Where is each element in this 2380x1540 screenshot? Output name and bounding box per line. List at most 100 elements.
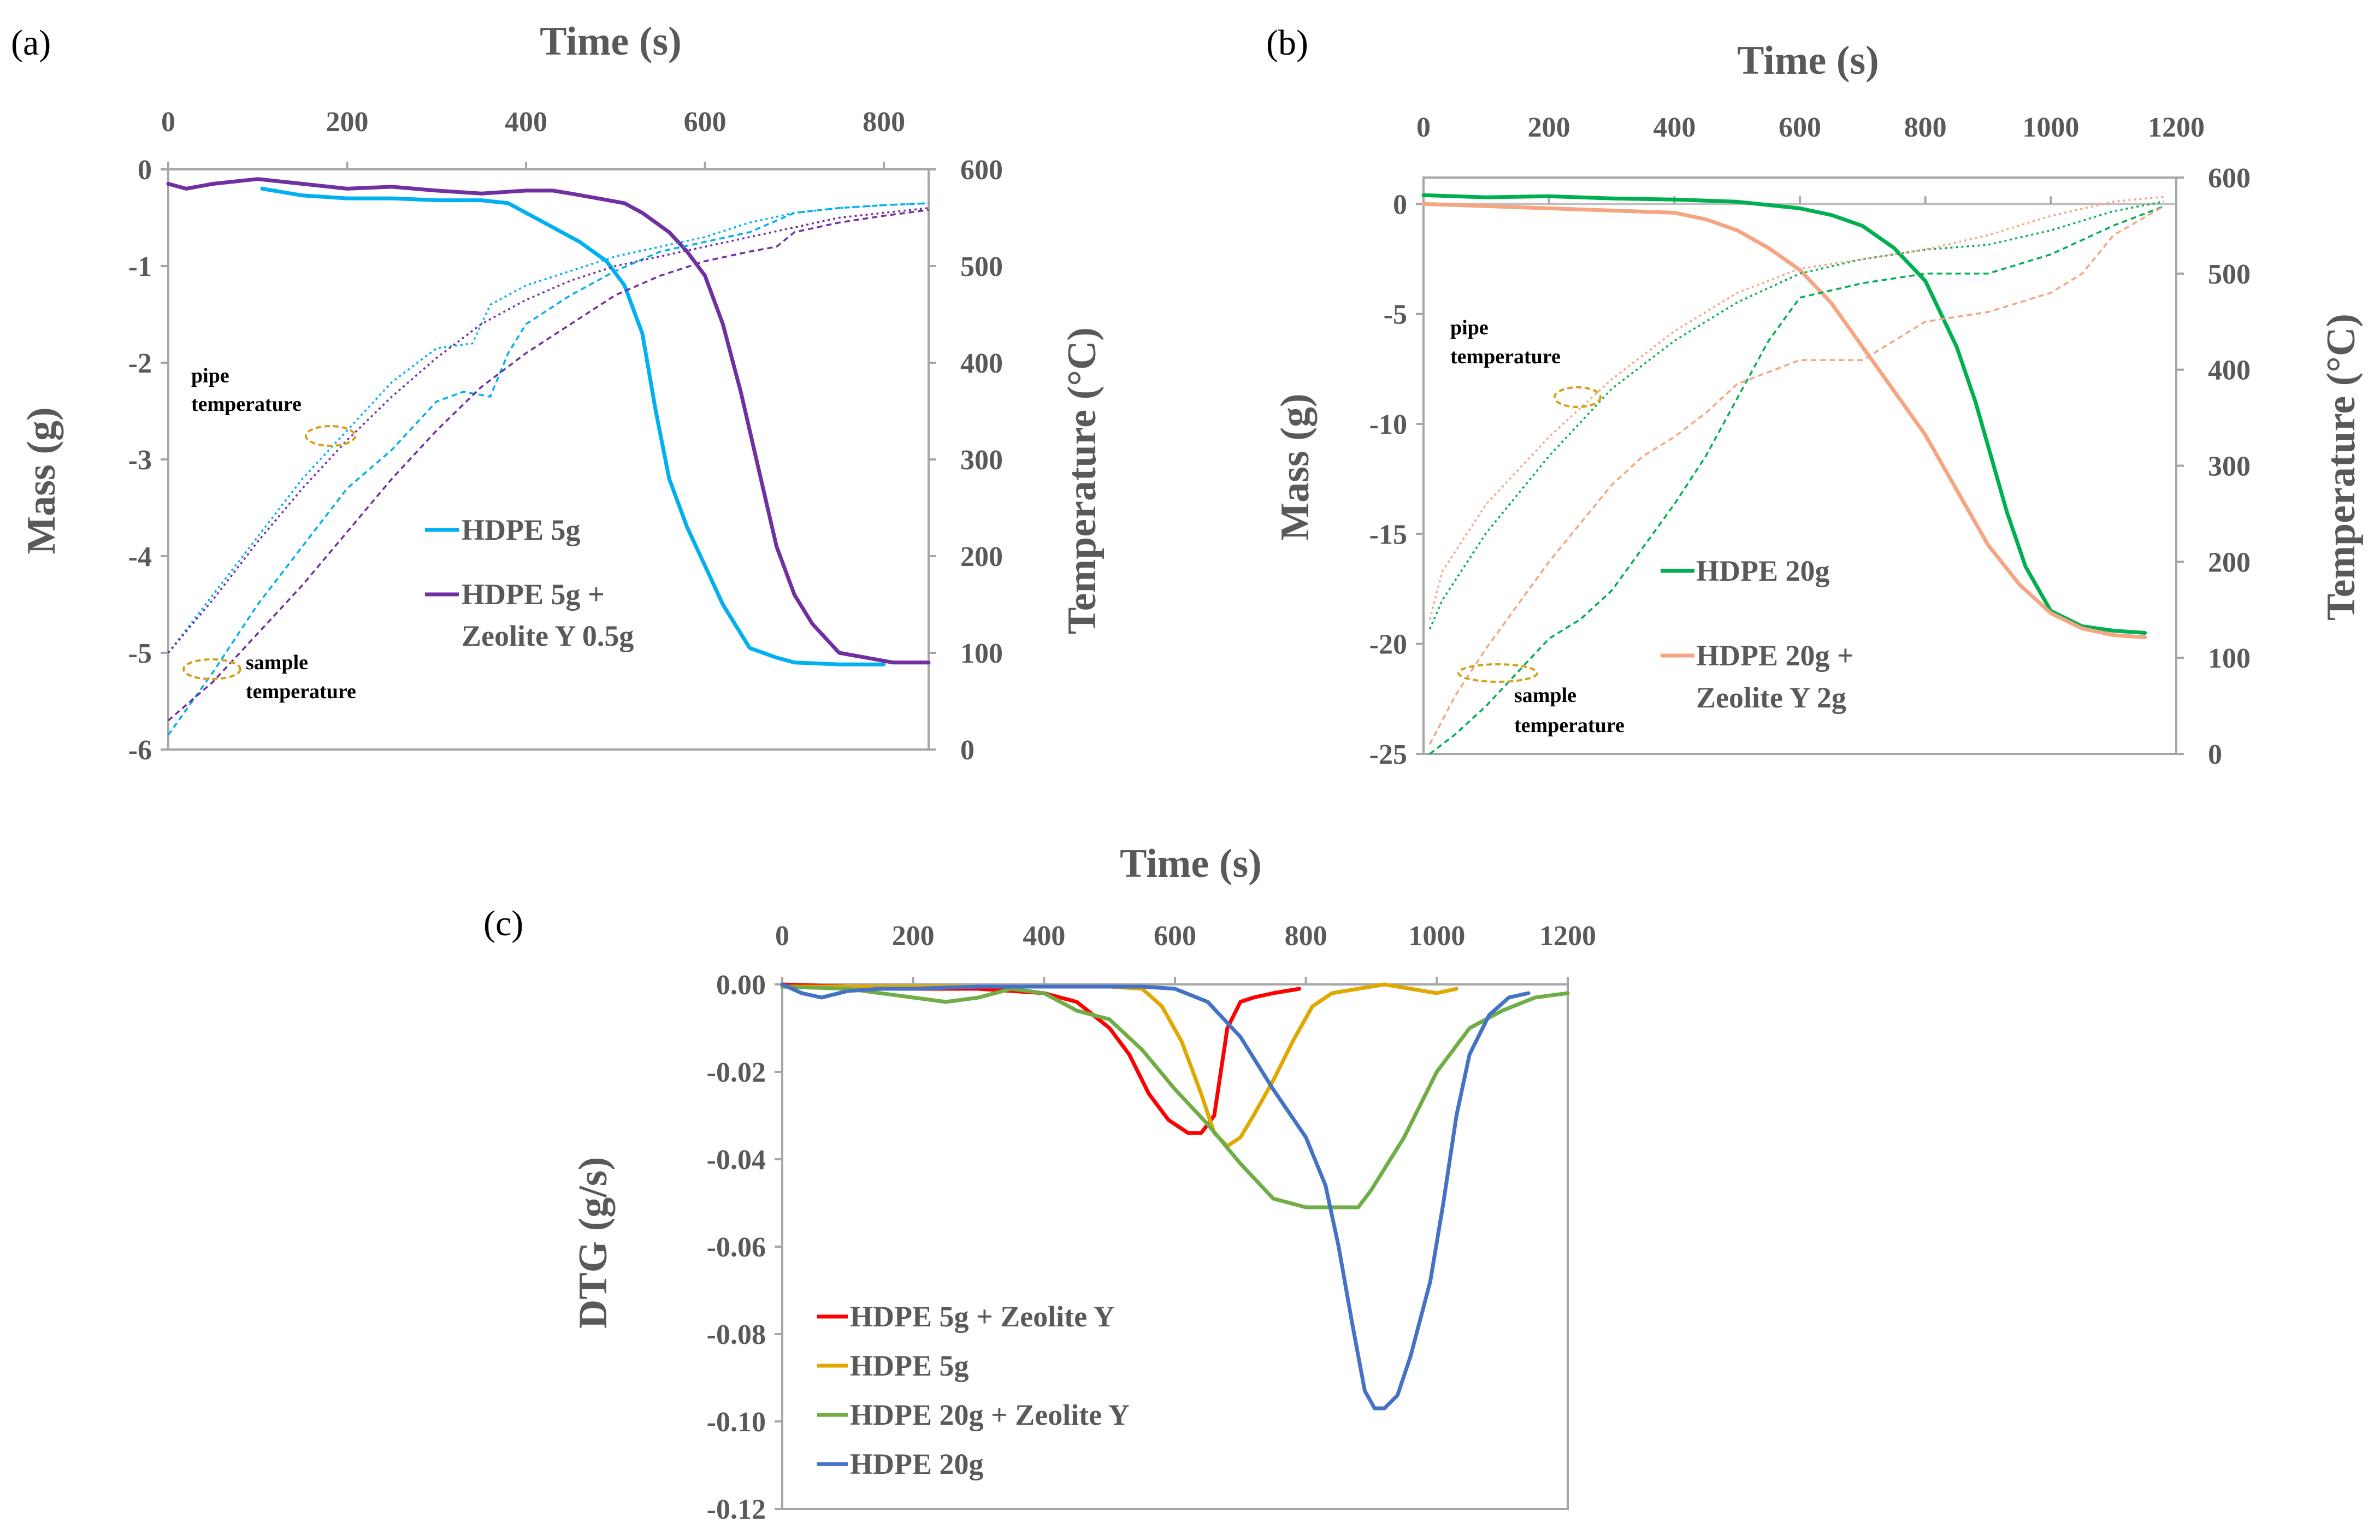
- panel-b-x-tick-label-4: 800: [1904, 112, 1947, 143]
- panel-b-y-tick-label-2: -10: [1369, 409, 1407, 440]
- panel-a-series-1: [166, 177, 931, 665]
- panel-a-series-5: [167, 209, 929, 722]
- panel-a-y-tick-label-5: -5: [128, 638, 152, 669]
- panel-a-y2-tick-label-5: 100: [960, 638, 1003, 669]
- panel-b-x-tick-label-2: 400: [1653, 112, 1696, 143]
- panel-a-series-2: [167, 202, 929, 654]
- panel-b-x-tick-label-1: 200: [1528, 112, 1570, 143]
- panel-a-legend-hdpe5-zeolite-line1: HDPE 5g +: [462, 578, 605, 611]
- panel-c-y-tick-label-6: -0.12: [707, 1494, 766, 1525]
- panel-c-x-tick-label-1: 200: [892, 921, 935, 952]
- panel-c-x-tick-label-4: 800: [1285, 921, 1327, 952]
- panel-b-y2-tick-label-1: 500: [2208, 259, 2251, 290]
- panel-b-sample-annotation-line1: sample: [1514, 684, 1576, 707]
- panel-c-x-tick-label-5: 1000: [1408, 921, 1465, 952]
- panel-a-y-tick-label-3: -3: [128, 445, 152, 476]
- panel-c-lines: [780, 982, 1570, 1411]
- panel-a-y2-tick-label-6: 0: [960, 735, 975, 766]
- panel-b-y2-axis-title: Temperature (°C): [2319, 314, 2364, 621]
- panel-a-sample-annotation-ellipse: [182, 658, 241, 680]
- panel-a-y2-tick-label-0: 600: [960, 155, 1003, 186]
- panel-a-pipe-annotation-line2: temperature: [191, 393, 302, 416]
- panel-a-y-tick-label-1: -1: [128, 251, 152, 282]
- panel-b-y-tick-label-5: -25: [1369, 739, 1407, 770]
- panel-c-legend-0: HDPE 5g + Zeolite Y: [850, 1300, 1115, 1333]
- panel-a-y2-tick-label-4: 200: [960, 541, 1003, 573]
- panel-a-x-tick-label-2: 400: [505, 107, 547, 138]
- panel-a-sample-annotation-line1: sample: [246, 651, 308, 674]
- panel-b-series-3: [1429, 205, 2164, 755]
- panel-a-series-0: [260, 186, 886, 666]
- panel-b-sample-annotation-line2: temperature: [1514, 714, 1625, 737]
- panel-b-y-tick-label-3: -15: [1369, 519, 1407, 550]
- panel-c-legend-3: HDPE 20g: [850, 1448, 984, 1480]
- panel-a-x-tick-label-1: 200: [326, 107, 369, 138]
- panel-b-pipe-annotation-line2: temperature: [1450, 345, 1561, 368]
- panel-b-series-5: [1428, 205, 2164, 745]
- panel-c-series-1: [780, 982, 1458, 1148]
- panel-b-pipe-annotation-line1: pipe: [1450, 316, 1489, 339]
- panel-b-x-tick-label-3: 600: [1779, 112, 1821, 143]
- panel-b-series-1: [1421, 202, 2147, 640]
- panel-c-series-3: [780, 982, 1531, 1411]
- panel-c-series-2: [780, 984, 1570, 1209]
- panel-c-legend-2: HDPE 20g + Zeolite Y: [850, 1399, 1130, 1431]
- panel-b-y2-tick-label-3: 300: [2208, 451, 2251, 482]
- panel-a-sample-annotation-line2: temperature: [246, 680, 356, 703]
- panel-b-y-tick-label-0: 0: [1393, 189, 1407, 220]
- panel-c-ticks: 0 200 400 600 800 1000 1200 0.00 -0.02 -0.04 -0.06…: [707, 921, 1596, 1525]
- panel-a-y-tick-label-4: -4: [128, 541, 152, 573]
- panel-a-legend-hdpe5: HDPE 5g: [462, 514, 581, 546]
- panel-c: (c) Time (s) DTG (g/s) 0 200 400 600 800 1000…: [483, 841, 1596, 1525]
- panel-b: (b) Time (s) Mass (g) Temperature (°C) 0…: [1266, 23, 2364, 770]
- panel-a-y-tick-label-6: -6: [128, 735, 152, 766]
- panel-b-series-0: [1421, 193, 2147, 635]
- panel-c-y-tick-label-1: -0.02: [707, 1057, 766, 1088]
- panel-a-y-tick-label-2: -2: [128, 348, 152, 379]
- panel-b-pipe-annotation-ellipse: [1554, 386, 1602, 408]
- panel-c-x-tick-label-6: 1200: [1539, 921, 1596, 952]
- panel-a-y2-tick-label-2: 400: [960, 348, 1003, 379]
- panel-a-pipe-annotation-line1: pipe: [191, 364, 229, 387]
- panel-b-x-tick-label-5: 1000: [2022, 112, 2079, 143]
- panel-a-lines: [166, 177, 931, 736]
- panel-b-series-4: [1428, 196, 2164, 620]
- panel-b-x-axis-title: Time (s): [1737, 38, 1879, 83]
- panel-a-y-axis-title: Mass (g): [19, 407, 64, 554]
- panel-c-series-0: [780, 982, 1302, 1135]
- panel-b-y-axis-title: Mass (g): [1273, 393, 1318, 540]
- panel-a-x-tick-label-0: 0: [161, 107, 175, 138]
- panel-a-series-4: [167, 207, 929, 654]
- panel-b-lines: [1421, 193, 2164, 755]
- panel-a-y2-tick-label-3: 300: [960, 445, 1003, 476]
- panel-c-y-tick-label-0: 0.00: [716, 970, 766, 1001]
- panel-a-ticks: 0 200 400 600 800 0 -1 -2 -3 -4 -5 -6 600 500 400 300 20…: [128, 107, 1003, 766]
- panel-c-legend-1: HDPE 5g: [850, 1349, 969, 1382]
- panel-c-y-tick-label-2: -0.04: [707, 1144, 766, 1176]
- panel-c-y-axis-title: DTG (g/s): [571, 1157, 616, 1329]
- panel-c-x-tick-label-3: 600: [1154, 921, 1196, 952]
- panel-a-x-axis-title: Time (s): [540, 19, 682, 64]
- panel-b-y2-tick-label-5: 100: [2208, 643, 2251, 674]
- panel-c-y-tick-label-3: -0.06: [707, 1232, 766, 1263]
- panel-c-x-axis-title: Time (s): [1120, 841, 1262, 886]
- panel-a-pipe-annotation-ellipse: [305, 425, 356, 447]
- panel-b-ticks: 0 200 400 600 800 1000 12000-5-10-15-20-256005…: [1369, 112, 2251, 770]
- panel-a-label: (a): [11, 23, 51, 63]
- panel-b-x-tick-label-6: 1200: [2148, 112, 2205, 143]
- panel-b-y-tick-label-1: -5: [1384, 299, 1407, 331]
- panel-b-y2-tick-label-6: 0: [2208, 739, 2222, 770]
- panel-c-y-tick-label-5: -0.10: [707, 1407, 766, 1438]
- panel-c-x-tick-label-2: 400: [1023, 921, 1065, 952]
- panel-c-y-tick-label-4: -0.08: [707, 1319, 766, 1350]
- panel-b-legend-hdpe20-zeolite-line2: Zeolite Y 2g: [1696, 681, 1846, 714]
- panel-b-legend-hdpe20: HDPE 20g: [1696, 554, 1830, 587]
- panel-a: (a) Time (s) Mass (g) Temperature (°C) 0…: [11, 19, 1105, 766]
- panel-a-legend-hdpe5-zeolite-line2: Zeolite Y 0.5g: [462, 619, 634, 652]
- panel-b-sample-annotation-ellipse: [1457, 663, 1538, 683]
- panel-b-label: (b): [1266, 23, 1308, 63]
- panel-b-x-tick-label-0: 0: [1416, 112, 1431, 143]
- panel-c-label: (c): [483, 904, 523, 943]
- panel-a-y2-tick-label-1: 500: [960, 251, 1003, 282]
